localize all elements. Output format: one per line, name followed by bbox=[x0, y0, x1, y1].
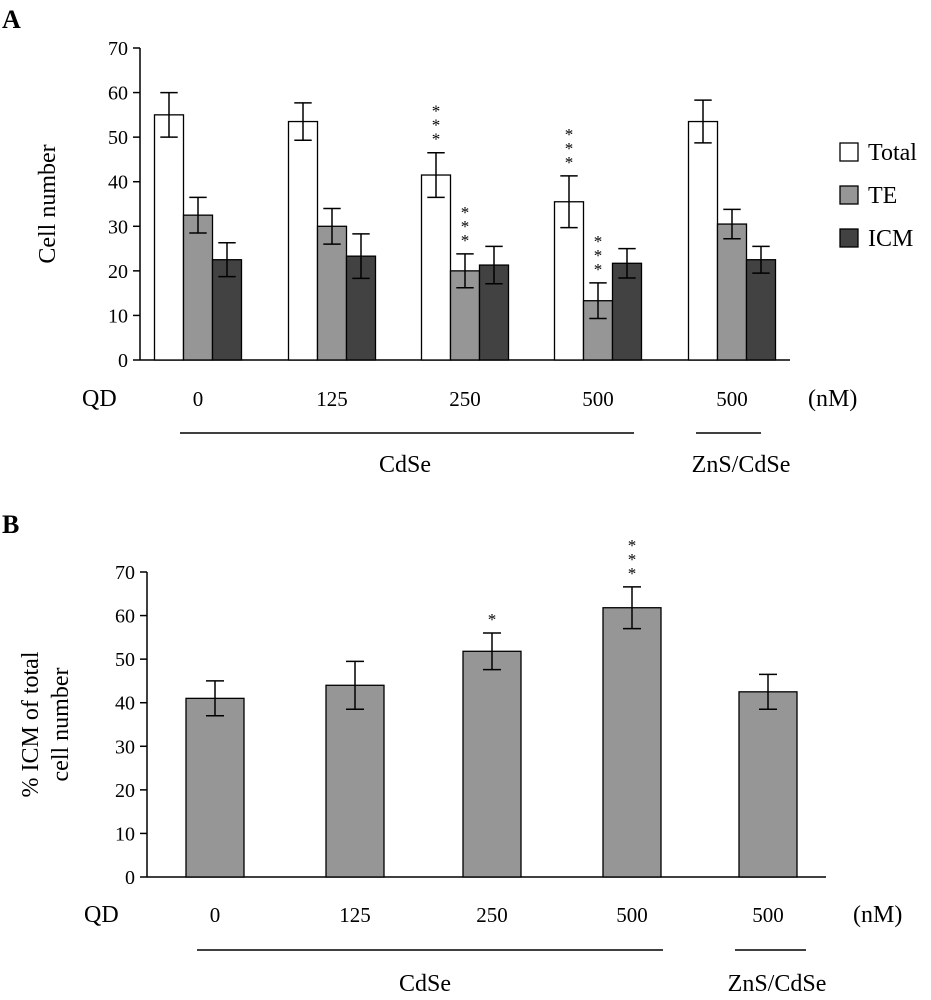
panel-b-y-tick-label: 50 bbox=[115, 649, 135, 671]
panel-a-group-label: CdSe bbox=[379, 452, 431, 478]
panel-a-y-tick-label: 60 bbox=[108, 83, 128, 105]
panel-a-legend-label-te: TE bbox=[868, 183, 897, 209]
panel-b-y-tick-label: 60 bbox=[115, 606, 135, 628]
panel-b-bar-series-2 bbox=[462, 650, 522, 878]
panel-a-bar-total-1 bbox=[287, 120, 319, 361]
panel-b-y-tick-label: 10 bbox=[115, 823, 135, 845]
panel-a-letter: A bbox=[2, 5, 21, 34]
panel-a-qd-label: QD bbox=[82, 386, 117, 412]
panel-b-group-label: CdSe bbox=[399, 971, 451, 997]
panel-a-significance-marker: * bbox=[594, 260, 603, 279]
panel-b-y-tick-label: 40 bbox=[115, 693, 135, 715]
panel-a-legend-label-icm: ICM bbox=[868, 226, 913, 252]
panel-a-bar-total-4 bbox=[687, 120, 719, 361]
panel-b-significance-marker: * bbox=[628, 550, 637, 569]
panel-a-category-label: 125 bbox=[316, 387, 348, 411]
panel-a-bar-total-2 bbox=[420, 174, 452, 361]
panel-a-significance-marker: * bbox=[565, 139, 574, 158]
panel-a-y-tick-label: 20 bbox=[108, 261, 128, 283]
panel-a-significance-marker: * bbox=[594, 246, 603, 265]
panel-a-y-tick-label: 0 bbox=[118, 350, 128, 372]
panel-a-significance-marker: * bbox=[565, 125, 574, 144]
panel-a-legend-swatch-total bbox=[839, 142, 859, 162]
panel-b-category-label: 250 bbox=[476, 903, 508, 927]
panel-b-significance-marker: * bbox=[628, 536, 637, 555]
panel-b-category-label: 500 bbox=[752, 903, 784, 927]
panel-a-bar-te-1 bbox=[316, 225, 348, 361]
panel-b-significance-marker: * bbox=[628, 564, 637, 583]
panel-a-legend-swatch-te bbox=[839, 185, 859, 205]
panel-b-y-tick-label: 70 bbox=[115, 562, 135, 584]
panel-a-bar-total-0 bbox=[153, 114, 185, 361]
panel-a-category-label: 250 bbox=[449, 387, 481, 411]
panel-b-y-title-line: cell number bbox=[48, 668, 74, 782]
panel-a-y-tick-label: 10 bbox=[108, 305, 128, 327]
panel-a-y-tick-label: 50 bbox=[108, 127, 128, 149]
panel-b-group-label: ZnS/CdSe bbox=[728, 971, 827, 997]
panel-a-bar-te-0 bbox=[182, 214, 214, 361]
panel-b-y-tick-label: 20 bbox=[115, 780, 135, 802]
panel-b-category-label: 0 bbox=[210, 903, 221, 927]
panel-b-bar-series-3 bbox=[602, 607, 662, 878]
panel-b-category-label: 500 bbox=[616, 903, 648, 927]
panel-a-y-tick-label: 70 bbox=[108, 38, 128, 60]
panel-a-category-label: 500 bbox=[716, 387, 748, 411]
panel-a-unit-label: (nM) bbox=[808, 386, 857, 412]
panel-b-letter: B bbox=[2, 510, 19, 539]
panel-b-y-tick-label: 0 bbox=[125, 867, 135, 889]
panel-a-bar-icm-4 bbox=[745, 259, 777, 361]
panel-a-legend-swatch-icm bbox=[839, 228, 859, 248]
panel-a-bar-te-4 bbox=[716, 223, 748, 361]
panel-b-qd-label: QD bbox=[84, 902, 119, 928]
panel-a-legend-label-total: Total bbox=[868, 140, 917, 166]
panel-a-group-label: ZnS/CdSe bbox=[692, 452, 791, 478]
panel-a-significance-marker: * bbox=[565, 153, 574, 172]
panel-a-y-title: Cell number bbox=[35, 144, 61, 263]
panel-a-significance-marker: * bbox=[461, 217, 470, 236]
panel-b-unit-label: (nM) bbox=[853, 902, 902, 928]
panel-a-category-label: 0 bbox=[193, 387, 204, 411]
panel-a-significance-marker: * bbox=[461, 231, 470, 250]
panel-a-significance-marker: * bbox=[461, 203, 470, 222]
panel-b-bar-series-0 bbox=[185, 697, 245, 878]
panel-b-significance-marker: * bbox=[488, 610, 497, 629]
panel-b-y-title-line: % ICM of total bbox=[18, 651, 44, 797]
panel-a-significance-marker: * bbox=[432, 116, 441, 135]
panel-a-bar-icm-3 bbox=[611, 262, 643, 361]
panel-b-y-title: % ICM of total cell number bbox=[18, 651, 74, 797]
panel-a-y-tick-label: 40 bbox=[108, 172, 128, 194]
panel-a-y-tick-label: 30 bbox=[108, 216, 128, 238]
panel-b-bar-series-1 bbox=[325, 684, 385, 878]
panel-a-category-label: 500 bbox=[582, 387, 614, 411]
panel-a-significance-marker: * bbox=[432, 130, 441, 149]
panel-b-bar-series-4 bbox=[738, 691, 798, 878]
panel-b-y-tick-label: 30 bbox=[115, 736, 135, 758]
panel-b-category-label: 125 bbox=[339, 903, 371, 927]
panel-a-significance-marker: * bbox=[432, 102, 441, 121]
panel-a-significance-marker: * bbox=[594, 232, 603, 251]
